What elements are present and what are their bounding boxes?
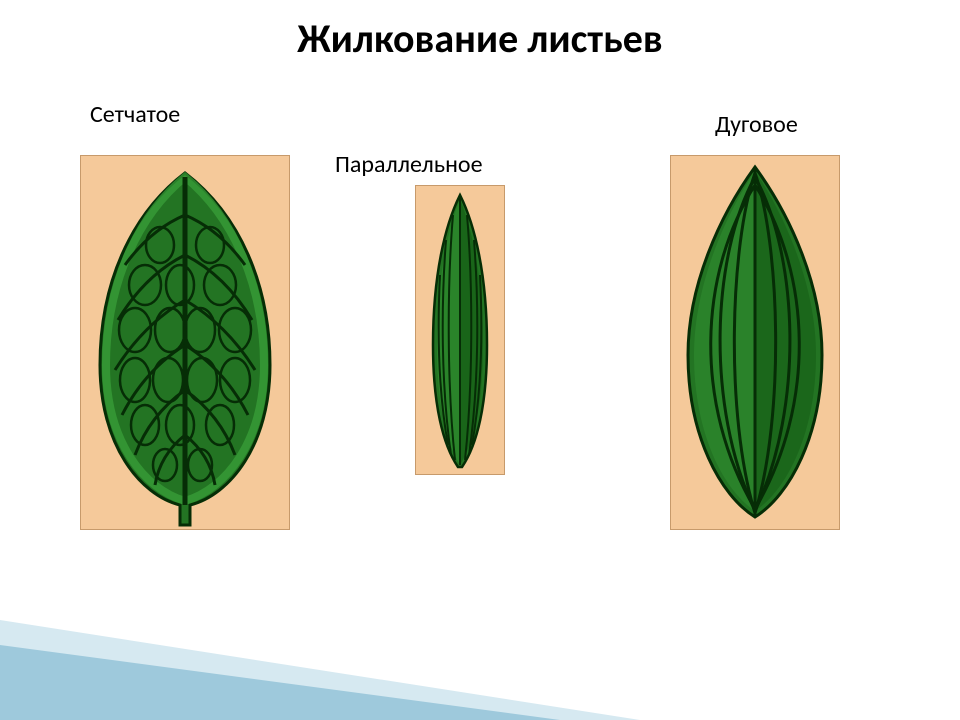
card-reticulate — [80, 155, 290, 530]
label-reticulate: Сетчатое — [90, 100, 180, 129]
leaf-arcuate-svg — [670, 155, 840, 530]
label-parallel: Параллельное — [335, 150, 483, 179]
page-title: Жилкование листьев — [0, 14, 960, 63]
label-arcuate: Дуговое — [715, 110, 798, 139]
leaf-parallel-svg — [415, 185, 505, 475]
card-arcuate — [670, 155, 840, 530]
decor-wedge — [0, 560, 960, 720]
leaf-reticulate-svg — [80, 155, 290, 530]
card-parallel — [415, 185, 505, 475]
